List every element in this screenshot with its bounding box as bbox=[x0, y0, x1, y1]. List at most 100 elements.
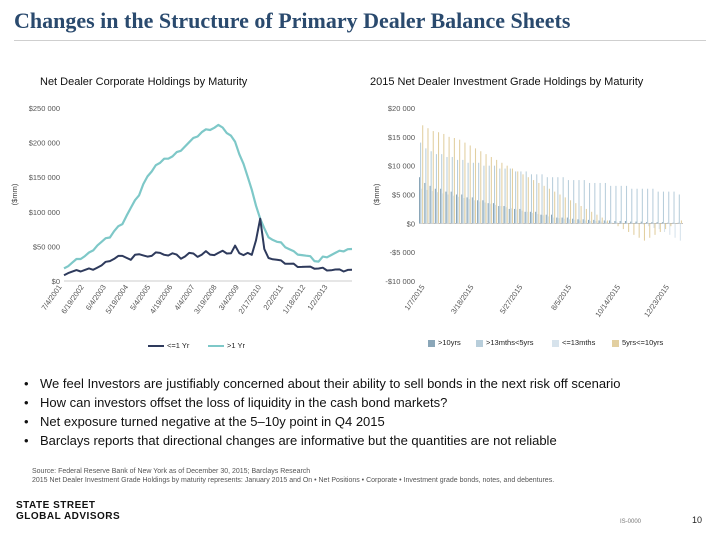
bar-13m-5y bbox=[430, 151, 432, 224]
y-tick-label: $50 000 bbox=[33, 242, 60, 251]
bullet-item: We feel Investors are justifiably concer… bbox=[24, 374, 621, 393]
legend-gt10: >10yrs bbox=[428, 338, 461, 347]
title-divider bbox=[14, 40, 706, 41]
bar-le13m bbox=[516, 209, 518, 224]
bar-le13m bbox=[611, 222, 613, 224]
bar-gt10y bbox=[514, 208, 516, 224]
bar-le13m bbox=[595, 221, 597, 224]
bar-gt10y bbox=[561, 217, 563, 224]
legend-long-swatch bbox=[208, 345, 224, 348]
bar-le13m bbox=[495, 204, 497, 224]
bar-le13m bbox=[621, 222, 623, 224]
bar-le13m bbox=[558, 218, 560, 224]
y-tick-label: $15 000 bbox=[388, 133, 415, 142]
bar-5y-10y bbox=[643, 223, 645, 241]
logo-line-1: STATE STREET bbox=[16, 500, 96, 511]
bar-13m-5y bbox=[662, 191, 664, 224]
bar-gt10y bbox=[424, 182, 426, 224]
bar-13m-5y bbox=[467, 162, 469, 224]
x-tick-label: 10/14/2015 bbox=[593, 283, 622, 319]
legend-le13: <=13mths bbox=[552, 338, 595, 347]
bar-5y-10y bbox=[665, 223, 667, 230]
bar-gt10y bbox=[551, 214, 553, 224]
bar-13m-5y bbox=[435, 154, 437, 224]
bar-5y-10y bbox=[622, 223, 624, 230]
bar-le13m bbox=[500, 206, 502, 224]
bar-5y-10y bbox=[591, 211, 593, 224]
y-tick-label: $0 bbox=[52, 277, 60, 286]
document-id: IS-0000 bbox=[620, 519, 642, 525]
bar-gt10y bbox=[587, 219, 590, 224]
bar-gt10y bbox=[461, 194, 463, 224]
bar-13m-5y bbox=[488, 165, 490, 224]
bar-13m-5y bbox=[573, 180, 575, 224]
x-tick-label: 5/27/2015 bbox=[498, 283, 525, 316]
bar-gt10y bbox=[545, 214, 547, 224]
bar-gt10y bbox=[498, 206, 500, 224]
bar-13m-5y bbox=[647, 188, 649, 224]
bar-le13m bbox=[531, 212, 534, 224]
bar-le13m bbox=[421, 188, 423, 224]
bar-gt10y bbox=[556, 217, 558, 224]
bar-5y-10y bbox=[617, 223, 619, 227]
bar-13m-5y bbox=[441, 154, 443, 224]
series-line-gt1yr bbox=[63, 123, 353, 270]
y-tick-label: $200 000 bbox=[29, 139, 60, 148]
bar-gt10y bbox=[450, 191, 452, 224]
bar-gt10y bbox=[434, 188, 436, 224]
bar-13m-5y bbox=[567, 180, 569, 224]
bar-le13m bbox=[590, 221, 592, 224]
logo-line-2: GLOBAL ADVISORS bbox=[16, 511, 121, 522]
bar-gt10y bbox=[535, 211, 537, 224]
bar-5y-10y bbox=[485, 154, 487, 224]
bar-13m-5y bbox=[583, 180, 585, 224]
bar-5y-10y bbox=[570, 200, 572, 224]
bar-le13m bbox=[574, 219, 576, 224]
y-tick-label: $250 000 bbox=[29, 104, 60, 113]
source-line-2: 2015 Net Dealer Investment Grade Holding… bbox=[32, 477, 555, 484]
bar-13m-5y bbox=[478, 162, 480, 224]
bar-5y-10y bbox=[638, 223, 640, 238]
bar-5y-10y bbox=[496, 159, 498, 224]
bar-le13m bbox=[637, 223, 639, 224]
bar-le13m bbox=[663, 223, 666, 232]
bar-5y-10y bbox=[559, 194, 561, 224]
bar-le13m bbox=[627, 222, 629, 224]
bar-5y-10y bbox=[596, 214, 598, 224]
bar-gt10y bbox=[487, 203, 489, 224]
x-tick-label: 1/18/2012 bbox=[281, 283, 308, 316]
x-tick-label: 3/19/2008 bbox=[192, 283, 219, 316]
bar-13m-5y bbox=[536, 174, 538, 224]
y-tick-label: $150 000 bbox=[29, 173, 60, 182]
bar-le13m bbox=[669, 223, 671, 235]
x-tick-label: 12/23/2015 bbox=[642, 283, 671, 319]
bar-5y-10y bbox=[506, 165, 508, 224]
page-number: 10 bbox=[692, 515, 703, 525]
y-tick-label: $0 bbox=[407, 219, 415, 228]
bar-gt10y bbox=[582, 219, 584, 224]
bar-gt10y bbox=[619, 221, 621, 224]
bar-gt10y bbox=[646, 222, 648, 224]
bar-13m-5y bbox=[546, 177, 548, 224]
bar-le13m bbox=[632, 223, 634, 224]
bar-le13m bbox=[431, 191, 433, 224]
bar-13m-5y bbox=[493, 165, 496, 224]
bar-13m-5y bbox=[668, 191, 670, 224]
x-tick-label: 6/19/2002 bbox=[59, 283, 86, 316]
legend-13m5y-label: >13mths<5yrs bbox=[486, 338, 534, 347]
bar-5y-10y bbox=[533, 180, 535, 224]
bar-le13m bbox=[510, 208, 512, 224]
bar-5y-10y bbox=[517, 171, 519, 224]
x-tick-label: 1/2/2013 bbox=[305, 283, 329, 312]
bar-le13m bbox=[521, 210, 523, 224]
bar-le13m bbox=[468, 199, 470, 224]
left-chart-title: Net Dealer Corporate Holdings by Maturit… bbox=[40, 76, 248, 88]
legend-short-swatch bbox=[148, 345, 164, 348]
bar-5y-10y bbox=[438, 132, 440, 224]
bar-le13m bbox=[505, 207, 507, 224]
bar-13m-5y bbox=[631, 188, 633, 224]
bar-5y-10y bbox=[522, 174, 524, 224]
bar-5y-10y bbox=[633, 223, 635, 235]
legend-5to10: 5yrs<=10yrs bbox=[612, 338, 663, 347]
bar-5y-10y bbox=[464, 142, 466, 224]
